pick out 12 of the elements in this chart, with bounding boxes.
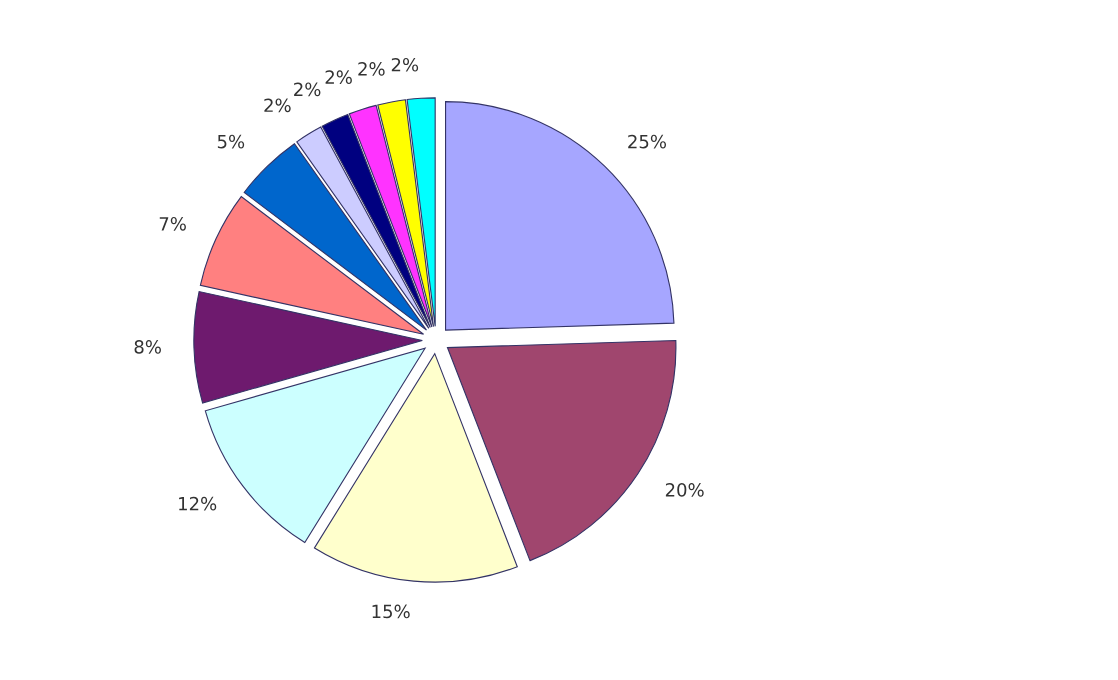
data-label: 20% [665, 483, 704, 497]
data-label: 8% [134, 340, 161, 354]
data-label: 2% [264, 98, 291, 113]
data-label: 2% [358, 62, 385, 76]
data-label: 2% [294, 82, 321, 97]
data-label: 12% [179, 496, 217, 511]
data-label: 2% [391, 57, 419, 72]
data-label: 5% [217, 134, 245, 149]
data-label: 25% [628, 134, 667, 149]
data-label: 2% [325, 70, 352, 84]
data-label: 15% [372, 604, 410, 619]
data-label: 7% [159, 216, 186, 231]
